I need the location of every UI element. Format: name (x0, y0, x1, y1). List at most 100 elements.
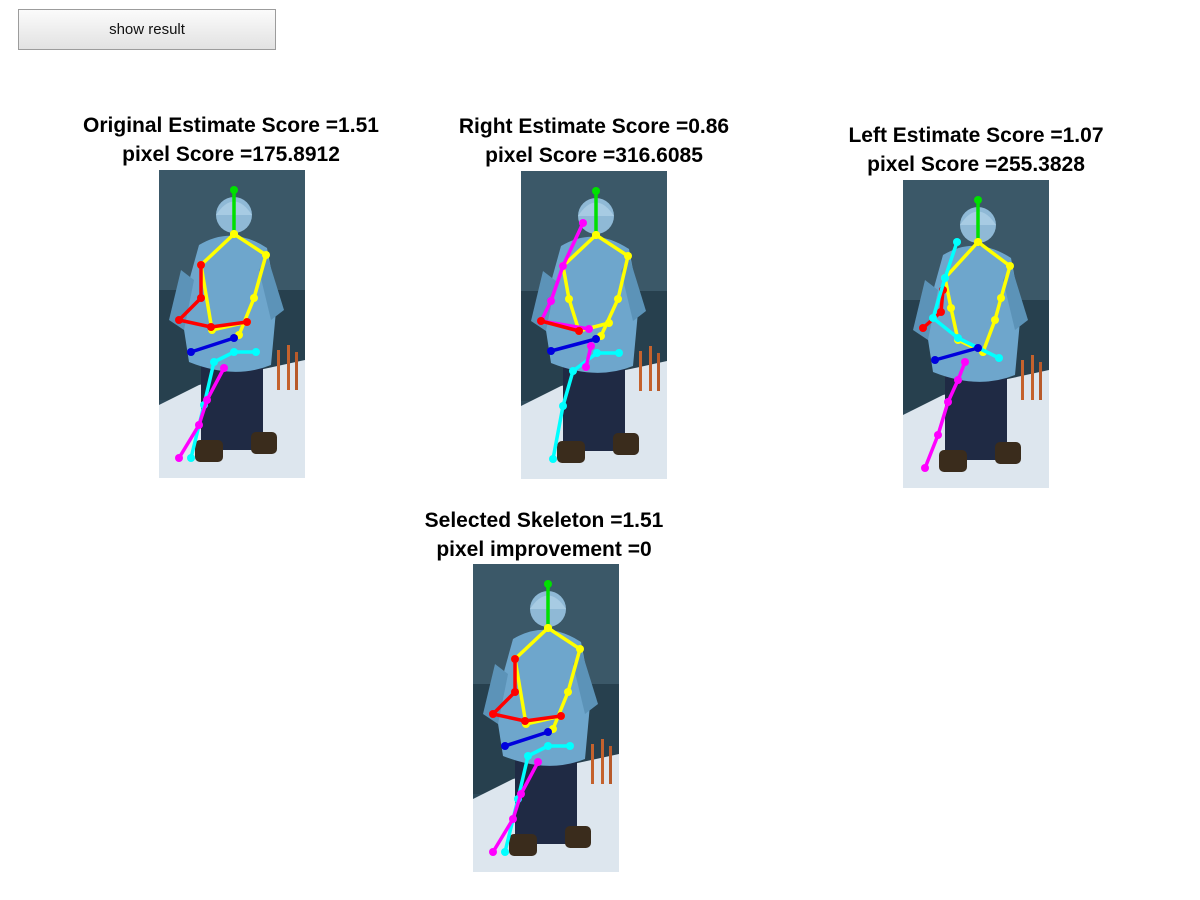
joint-marker (624, 252, 632, 260)
joint-marker (559, 262, 567, 270)
joint-marker (995, 354, 1003, 362)
joint-marker (511, 655, 519, 663)
joint-marker (937, 308, 945, 316)
joint-marker (262, 251, 270, 259)
joint-marker (544, 742, 552, 750)
right-arm-segment (539, 319, 581, 333)
joint-marker (576, 645, 584, 653)
left-arm-segment (503, 730, 550, 748)
left-pixel-score-label: pixel Score =255.3828 (867, 153, 1085, 176)
joint-marker (230, 348, 238, 356)
joint-marker (614, 295, 622, 303)
joint-marker (575, 327, 583, 335)
joint-marker (921, 464, 929, 472)
left-leg-segment (177, 366, 226, 460)
joint-marker (230, 186, 238, 194)
joint-marker (537, 317, 545, 325)
joint-marker (489, 848, 497, 856)
joint-marker (569, 367, 577, 375)
right-pose-image (521, 171, 667, 479)
pose-skeleton (919, 196, 1014, 472)
joint-marker (974, 238, 982, 246)
joint-marker (544, 580, 552, 588)
joint-marker (961, 358, 969, 366)
joint-marker (175, 454, 183, 462)
original-panel-title: Original Estimate Score =1.51 pixel Scor… (60, 111, 402, 169)
original-score-label: Original Estimate Score =1.51 (83, 114, 379, 137)
joint-marker (579, 219, 587, 227)
show-result-button[interactable]: show result (18, 9, 276, 50)
joint-marker (549, 455, 557, 463)
joint-marker (1006, 262, 1014, 270)
joint-marker (593, 349, 601, 357)
selected-pixel-improvement-label: pixel improvement =0 (436, 538, 652, 561)
joint-marker (544, 624, 552, 632)
left-score-label: Left Estimate Score =1.07 (848, 124, 1104, 147)
right-panel-title: Right Estimate Score =0.86 pixel Score =… (425, 112, 763, 170)
joint-marker (252, 348, 260, 356)
joint-marker (929, 314, 937, 322)
joint-marker (592, 187, 600, 195)
joint-marker (230, 334, 238, 342)
joint-marker (534, 758, 542, 766)
snowboarder-photo (903, 180, 1049, 488)
pose-skeleton (537, 187, 632, 463)
selected-score-label: Selected Skeleton =1.51 (424, 509, 664, 532)
right-pixel-score-label: pixel Score =316.6085 (485, 144, 703, 167)
joint-marker (974, 196, 982, 204)
joint-marker (509, 815, 517, 823)
torso-right-segment (232, 232, 268, 337)
snowboarder-photo (159, 170, 305, 478)
joint-marker (521, 717, 529, 725)
joint-marker (230, 230, 238, 238)
joint-marker (243, 318, 251, 326)
pose-skeleton (175, 186, 270, 462)
left-leg-segment (491, 760, 540, 854)
joint-marker (954, 376, 962, 384)
left-arm-segment (933, 346, 980, 362)
joint-marker (489, 710, 497, 718)
joint-marker (220, 364, 228, 372)
pose-skeleton (489, 580, 584, 856)
joint-marker (559, 402, 567, 410)
joint-marker (203, 396, 211, 404)
joint-marker (944, 398, 952, 406)
joint-marker (210, 358, 218, 366)
right-score-label: Right Estimate Score =0.86 (458, 115, 730, 138)
left-arm-segment (549, 337, 598, 353)
joint-marker (566, 742, 574, 750)
joint-marker (517, 790, 525, 798)
joint-marker (564, 688, 572, 696)
joint-marker (250, 294, 258, 302)
joint-marker (557, 712, 565, 720)
joint-marker (953, 238, 961, 246)
joint-marker (187, 454, 195, 462)
joint-marker (615, 349, 623, 357)
joint-marker (919, 324, 927, 332)
left-arm-segment (189, 336, 236, 354)
original-pose-image (159, 170, 305, 478)
joint-marker (544, 728, 552, 736)
joint-marker (931, 356, 939, 364)
selected-panel-title: Selected Skeleton =1.51 pixel improvemen… (394, 506, 694, 564)
joint-marker (175, 316, 183, 324)
joint-marker (197, 294, 205, 302)
joint-marker (187, 348, 195, 356)
joint-marker (547, 297, 555, 305)
left-pose-image (903, 180, 1049, 488)
joint-marker (947, 304, 955, 312)
selected-pose-image (473, 564, 619, 872)
joint-marker (954, 334, 962, 342)
joint-marker (585, 325, 593, 333)
joint-marker (997, 294, 1005, 302)
joint-marker (592, 231, 600, 239)
joint-marker (941, 274, 949, 282)
joint-marker (524, 752, 532, 760)
joint-marker (207, 323, 215, 331)
joint-marker (197, 261, 205, 269)
joint-marker (592, 335, 600, 343)
joint-marker (991, 316, 999, 324)
joint-marker (511, 688, 519, 696)
torso-right-segment (594, 233, 630, 338)
